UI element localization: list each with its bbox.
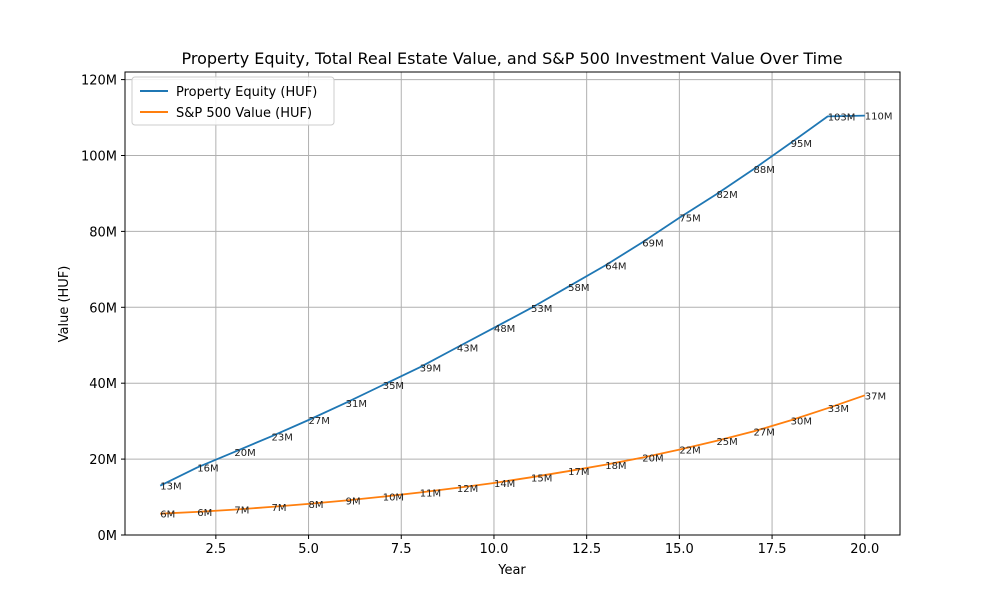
data-label: 8M — [309, 500, 324, 511]
data-label: 35M — [383, 381, 404, 392]
data-label: 7M — [271, 503, 286, 514]
y-axis-title: Value (HUF) — [57, 266, 72, 343]
x-tick-label: 17.5 — [758, 542, 787, 557]
data-label: 58M — [568, 283, 589, 294]
data-label: 16M — [197, 463, 218, 474]
data-label: 18M — [605, 461, 626, 472]
data-label: 6M — [197, 508, 212, 519]
data-label: 6M — [160, 510, 175, 521]
y-tick-label: 60M — [89, 301, 117, 316]
data-label: 7M — [234, 506, 249, 517]
data-label: 110M — [865, 112, 893, 123]
data-label: 25M — [716, 437, 737, 448]
data-label: 27M — [754, 427, 775, 438]
data-label: 48M — [494, 324, 515, 335]
data-label: 20M — [642, 454, 663, 465]
data-label: 69M — [642, 238, 663, 249]
chart-title: Property Equity, Total Real Estate Value… — [181, 49, 842, 68]
data-label: 39M — [420, 363, 441, 374]
data-label: 82M — [716, 190, 737, 201]
y-tick-label: 120M — [81, 74, 117, 89]
y-tick-label: 80M — [89, 225, 117, 240]
data-label: 30M — [791, 416, 812, 427]
series-line-0 — [159, 114, 865, 487]
x-axis-title: Year — [497, 563, 526, 578]
data-label: 23M — [271, 432, 292, 443]
y-tick-label: 40M — [89, 377, 117, 392]
data-label: 53M — [531, 304, 552, 315]
x-tick-label: 20.0 — [850, 542, 879, 557]
data-label: 13M — [160, 482, 181, 493]
series-layer — [159, 114, 866, 515]
x-tick-label: 12.5 — [572, 542, 601, 557]
data-label: 43M — [457, 344, 478, 355]
y-tick-label: 0M — [98, 529, 118, 544]
x-tick-label: 10.0 — [479, 542, 508, 557]
data-label: 37M — [865, 391, 886, 402]
data-label: 20M — [234, 448, 255, 459]
legend: Property Equity (HUF) S&P 500 Value (HUF… — [131, 76, 335, 126]
data-label: 88M — [754, 165, 775, 176]
data-label: 11M — [420, 488, 441, 499]
x-tick-label: 2.5 — [206, 542, 227, 557]
axis-ticks: 2.5 5.0 7.5 10.0 12.5 15.0 17.5 20.0 0M 20M 40M 60M… — [81, 74, 879, 557]
data-label: 12M — [457, 484, 478, 495]
data-label: 14M — [494, 479, 515, 490]
data-label: 95M — [791, 139, 812, 150]
data-label: 22M — [679, 446, 700, 457]
data-label: 15M — [531, 473, 552, 484]
series-line-1 — [160, 394, 866, 515]
data-label: 103M — [828, 112, 856, 123]
grid — [125, 72, 900, 536]
data-label: 33M — [828, 404, 849, 415]
y-tick-label: 100M — [81, 149, 117, 164]
data-labels: 13M 16M 20M 23M 27M 31M 35M 39M 43M 48M 53M 58M 64M 6… — [160, 112, 892, 521]
data-label: 17M — [568, 467, 589, 478]
legend-box — [131, 76, 335, 126]
y-tick-label: 20M — [89, 453, 117, 468]
data-label: 27M — [309, 416, 330, 427]
x-tick-label: 15.0 — [665, 542, 694, 557]
legend-label-property-equity: Property Equity (HUF) — [176, 85, 317, 100]
data-label: 75M — [679, 214, 700, 225]
x-tick-label: 7.5 — [391, 542, 412, 557]
legend-label-sp500: S&P 500 Value (HUF) — [176, 106, 312, 121]
data-label: 64M — [605, 262, 626, 273]
data-label: 10M — [383, 493, 404, 504]
data-label: 9M — [346, 496, 361, 507]
x-tick-label: 5.0 — [298, 542, 319, 557]
plot-frame — [124, 71, 901, 536]
data-label: 31M — [346, 399, 367, 410]
